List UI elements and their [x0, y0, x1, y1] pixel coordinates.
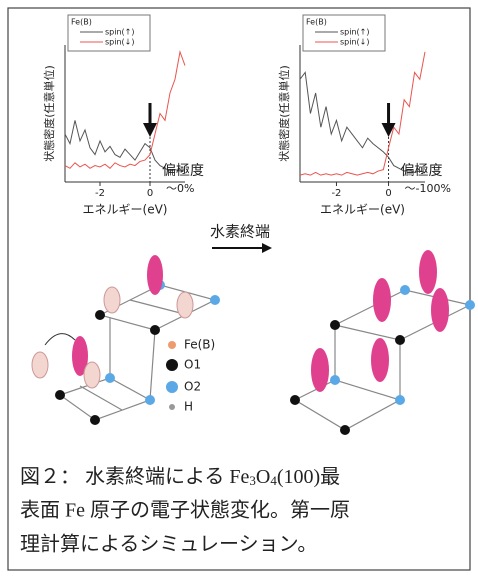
- x-tick-label: -2: [331, 188, 341, 199]
- x-tick-label: 0: [385, 188, 391, 199]
- caption-text: O: [256, 466, 270, 488]
- caption-line: 表面 Fe 原子の電子状態変化。第一原: [20, 499, 350, 522]
- annotation: 偏極度: [162, 163, 204, 179]
- x-tick-label: -2: [95, 188, 105, 199]
- legend-title: Fe(B): [71, 18, 92, 27]
- legend-label: H: [184, 400, 193, 414]
- arrow-label: 水素終端: [210, 223, 270, 241]
- legend-label: O1: [184, 358, 201, 372]
- annotation: 偏極度: [401, 163, 443, 179]
- annotation: 〜0%: [166, 182, 194, 195]
- caption-text: 図２： 水素終端による Fe: [20, 465, 250, 488]
- legend-label: spin(↑): [105, 28, 134, 37]
- caption-text: (100)最: [277, 466, 340, 488]
- legend-title: Fe(B): [306, 18, 327, 27]
- legend-label: spin(↓): [105, 38, 134, 47]
- figure: 水素終端 Fe(B) O1 O2 H 図２： 水素終端による Fe3O4(100…: [0, 0, 478, 579]
- legend-label: spin(↓): [340, 38, 369, 47]
- legend-label: spin(↑): [340, 28, 369, 37]
- y-axis-label: 状態密度(任意単位): [277, 65, 291, 162]
- x-axis-label: エネルギー(eV): [320, 203, 405, 217]
- x-tick-label: 0: [147, 188, 153, 199]
- caption-line: 図２： 水素終端による Fe3O4(100)最: [20, 465, 340, 488]
- caption-line: 理計算によるシミュレーション。: [20, 533, 317, 556]
- x-axis-label: エネルギー(eV): [83, 203, 168, 217]
- y-axis-label: 状態密度(任意単位): [42, 65, 56, 162]
- legend-label: O2: [184, 380, 201, 394]
- legend-label: Fe(B): [184, 338, 215, 352]
- annotation: 〜-100%: [405, 182, 451, 195]
